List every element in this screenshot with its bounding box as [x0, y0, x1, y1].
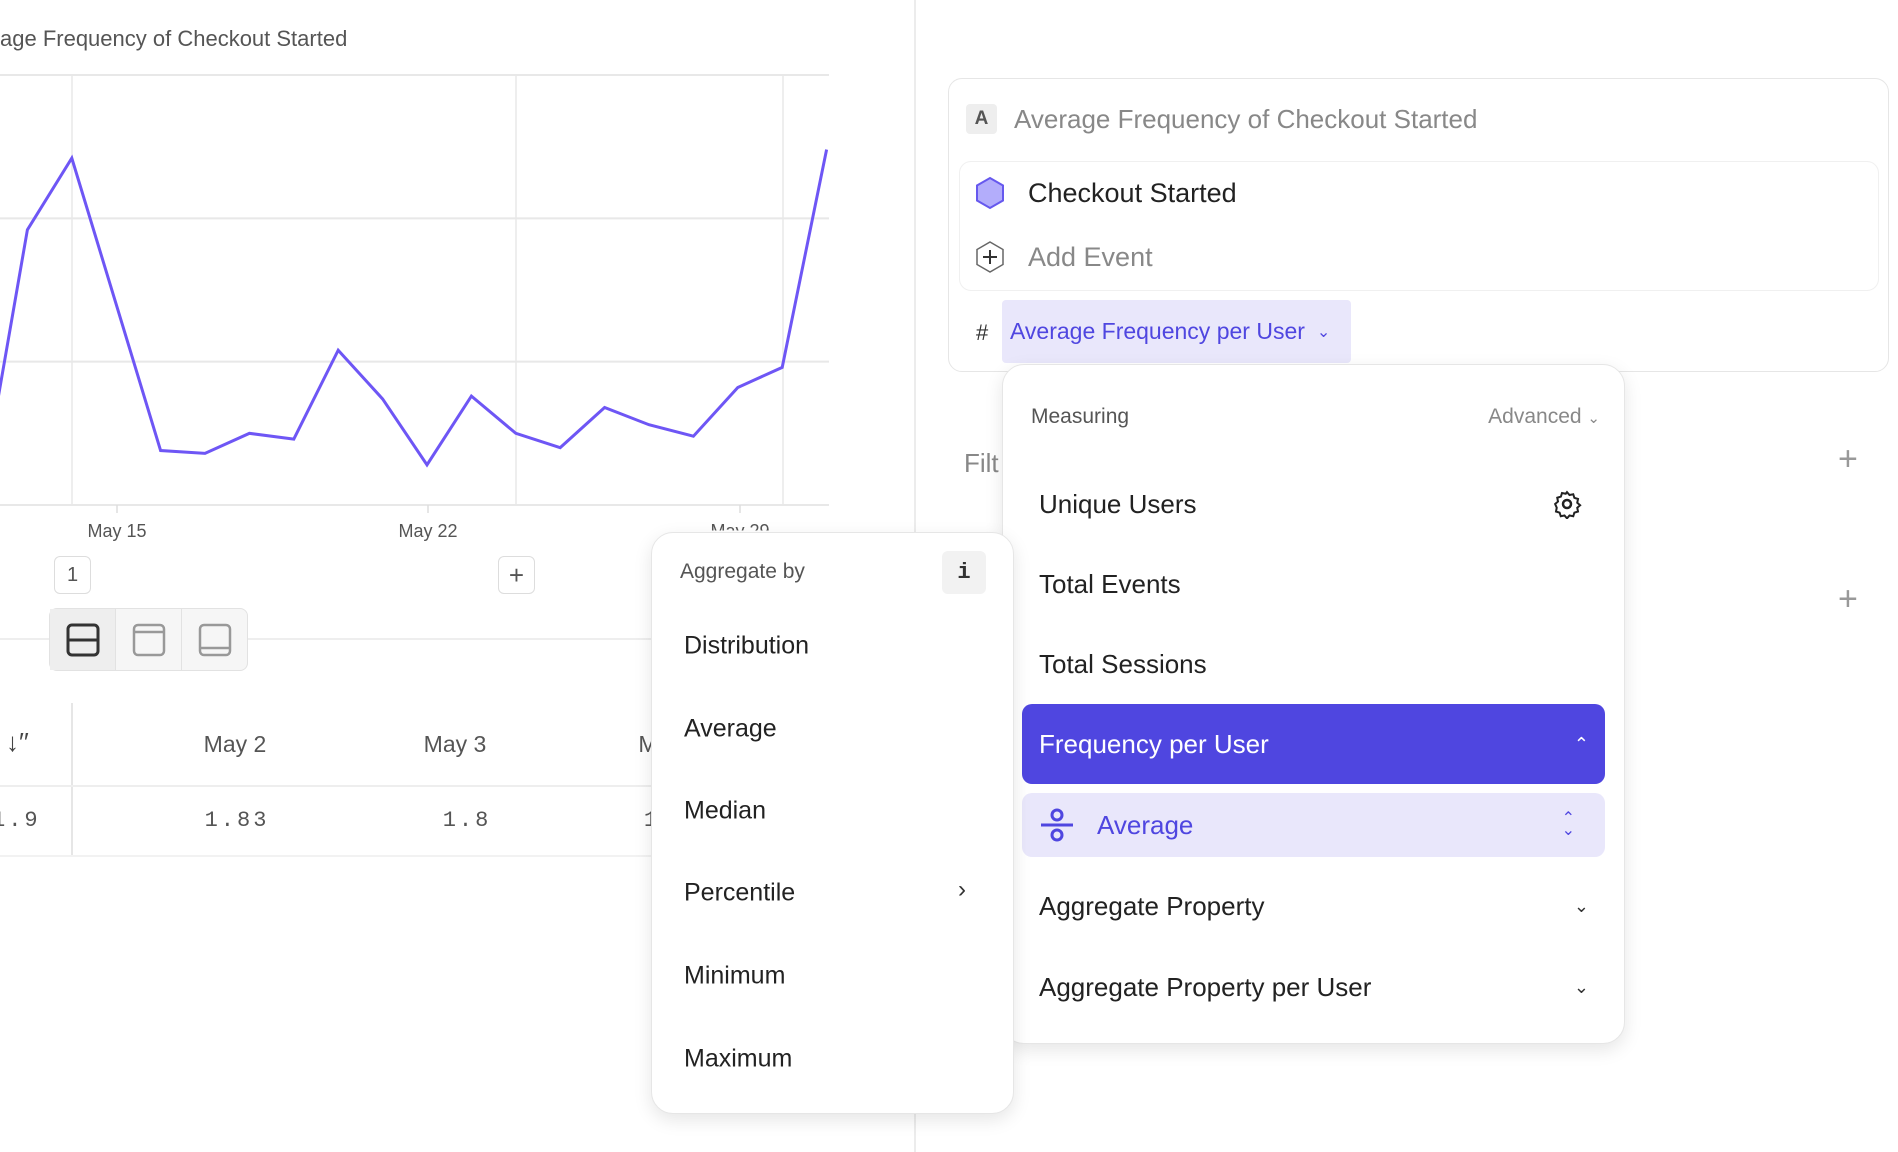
add-event-button[interactable]: Add Event: [1028, 242, 1153, 272]
menu-item-minimum[interactable]: Minimum: [684, 961, 786, 990]
divider: [0, 638, 660, 640]
sort-icon[interactable]: ↓′′: [6, 727, 29, 757]
item-label: Unique Users: [1039, 488, 1197, 519]
aggregate-header: Aggregate by: [680, 560, 805, 583]
add-event-icon[interactable]: [975, 240, 1005, 274]
measure-selector[interactable]: Average Frequency per User ⌄: [1002, 300, 1351, 363]
menu-item-total-events[interactable]: Total Events: [1003, 551, 1624, 617]
hash-icon: #: [976, 320, 989, 345]
menu-item-total-sessions[interactable]: Total Sessions: [1003, 631, 1624, 697]
measure-label: Average Frequency per User: [1010, 318, 1305, 344]
layout-toggle[interactable]: [49, 608, 248, 671]
menu-item-average[interactable]: Average: [684, 714, 777, 743]
line-chart: [0, 74, 829, 513]
measuring-header: Measuring: [1031, 405, 1130, 428]
info-icon[interactable]: i: [942, 551, 986, 594]
x-tick-label: May 22: [398, 521, 458, 541]
menu-item-distribution[interactable]: Distribution: [684, 631, 810, 660]
aggregation-selector[interactable]: Average ⌃ ⌄: [1022, 793, 1605, 857]
series-line: [0, 149, 829, 468]
menu-item-percentile[interactable]: Percentile: [684, 878, 796, 907]
menu-item-median[interactable]: Median: [684, 796, 766, 825]
table-cell: 1.83: [204, 808, 270, 833]
advanced-label: Advanced: [1488, 405, 1582, 428]
table-column-divider: [71, 703, 73, 855]
chevron-down-icon: ⌄: [1316, 323, 1331, 341]
advanced-toggle[interactable]: Advanced ⌄: [1488, 405, 1600, 429]
table-cell: 1.9: [0, 808, 41, 833]
chevron-right-icon: ›: [958, 876, 966, 903]
chevron-down-icon: ⌄: [1573, 895, 1589, 916]
table-header[interactable]: May 2: [203, 731, 267, 757]
table-cell: 1.8: [442, 808, 492, 833]
menu-item-frequency-per-user[interactable]: Frequency per User ⌃: [1022, 704, 1605, 784]
split-layout-icon[interactable]: [50, 609, 116, 670]
add-button[interactable]: +: [498, 556, 535, 594]
item-label: Frequency per User: [1039, 728, 1269, 759]
metric-name[interactable]: Average Frequency of Checkout Started: [1014, 104, 1478, 134]
metric-badge: A: [966, 104, 997, 134]
item-label: Aggregate Property per User: [1039, 971, 1372, 1002]
menu-item-unique-users[interactable]: Unique Users: [1003, 471, 1624, 537]
item-label: Total Events: [1039, 568, 1181, 599]
table-row-divider: [0, 855, 660, 857]
chevron-down-icon: ⌄: [1587, 410, 1600, 427]
add-breakdown-icon[interactable]: +: [1838, 580, 1858, 618]
chevron-down-icon: ⌄: [1573, 976, 1589, 997]
chevron-up-icon: ⌃: [1573, 733, 1589, 754]
item-label: Total Sessions: [1039, 648, 1207, 679]
aggregate-menu: Aggregate by i Distribution Average Medi…: [651, 532, 1014, 1114]
gear-icon[interactable]: [1552, 489, 1582, 519]
menu-item-maximum[interactable]: Maximum: [684, 1044, 793, 1073]
event-list: [959, 161, 1879, 291]
table-header-divider: [0, 785, 660, 787]
updown-chevron-icon: ⌃ ⌄: [1561, 810, 1575, 839]
table-only-layout-icon[interactable]: [182, 609, 247, 670]
event-hexagon-icon: [976, 176, 1004, 210]
item-label: Average: [1097, 809, 1194, 840]
item-label: Aggregate Property: [1039, 890, 1265, 921]
menu-item-aggregate-property[interactable]: Aggregate Property ⌄: [1003, 873, 1624, 939]
page-number-button[interactable]: 1: [54, 556, 91, 594]
filters-label: Filt: [964, 448, 999, 478]
event-name[interactable]: Checkout Started: [1028, 178, 1237, 208]
chart-only-layout-icon[interactable]: [116, 609, 182, 670]
average-icon: [1041, 808, 1073, 842]
menu-item-aggregate-property-per-user[interactable]: Aggregate Property per User ⌄: [1003, 954, 1624, 1020]
x-tick-label: May 15: [87, 521, 147, 541]
measuring-menu: Measuring Advanced ⌄ Unique Users Total …: [1002, 364, 1625, 1044]
table-header[interactable]: May 3: [423, 731, 487, 757]
chart-title: age Frequency of Checkout Started: [0, 26, 348, 51]
x-tick-label: May 29: [710, 521, 770, 541]
add-filter-icon[interactable]: +: [1838, 440, 1858, 478]
